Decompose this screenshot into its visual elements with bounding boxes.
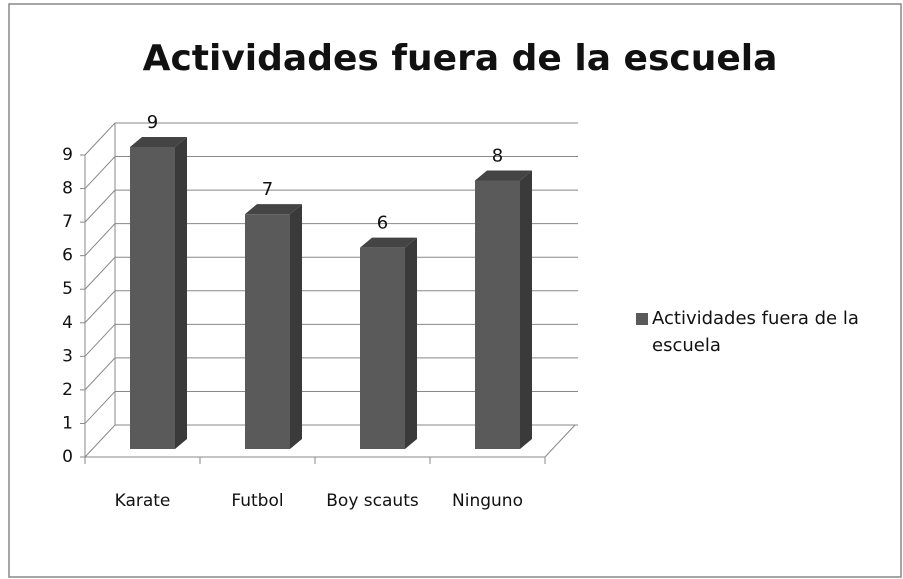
grid-line: [84, 256, 578, 290]
bar-face: [130, 137, 187, 147]
y-tick-label: 5: [62, 279, 73, 299]
grid-line: [84, 390, 578, 424]
value-label: 7: [262, 179, 273, 200]
value-label: 8: [492, 146, 503, 167]
grid-line: [84, 290, 578, 324]
y-tick-label: 1: [62, 413, 73, 433]
grid-line: [84, 357, 578, 391]
bar-face: [360, 237, 417, 248]
bar: [245, 204, 302, 449]
grid-line: [84, 122, 578, 156]
y-tick-label: 2: [62, 380, 73, 400]
bar-face: [405, 237, 417, 449]
grid-line: [84, 189, 578, 223]
value-label: 6: [377, 213, 388, 234]
grid-line: [84, 323, 578, 357]
y-tick-label: 0: [62, 447, 73, 467]
bar-face: [130, 147, 175, 449]
y-tick-label: 4: [62, 313, 73, 333]
bar-face: [290, 204, 302, 449]
x-tick-label: Ninguno: [452, 491, 523, 511]
bar-face: [245, 214, 290, 449]
value-label: 9: [147, 112, 158, 133]
x-tick-label: Futbol: [231, 491, 284, 511]
bar-face: [475, 180, 520, 450]
bar-face: [175, 137, 187, 449]
y-tick-label: 7: [62, 212, 73, 232]
bar: [360, 237, 417, 449]
y-tick-label: 6: [62, 246, 73, 266]
legend-label: Actividades fuera de la escuela: [652, 308, 859, 356]
grid-line: [84, 223, 578, 257]
bar: [130, 137, 187, 449]
grid-line: [84, 156, 578, 189]
bar-face: [520, 170, 532, 450]
legend-swatch: [636, 313, 648, 325]
y-tick-label: 8: [62, 179, 73, 199]
bar: [475, 170, 532, 450]
x-tick-label: Karate: [114, 491, 171, 511]
x-tick-label: Boy scauts: [326, 491, 419, 511]
y-tick-label: 9: [62, 145, 73, 165]
bar-face: [475, 170, 532, 181]
grid-line: [84, 424, 578, 458]
bar-face: [360, 247, 405, 449]
chart-title: Actividades fuera de la escuela: [143, 38, 778, 79]
bar-face: [245, 204, 302, 215]
y-tick-label: 3: [62, 346, 73, 366]
